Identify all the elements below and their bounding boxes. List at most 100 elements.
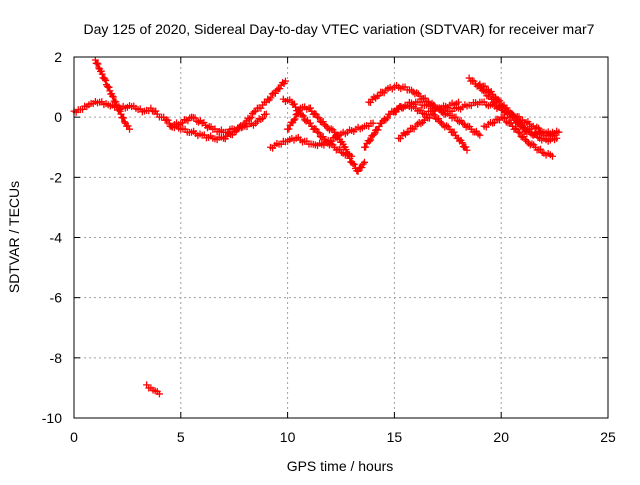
- x-tick-label: 0: [70, 429, 78, 445]
- data-point-marker: [267, 94, 275, 102]
- data-point-marker: [124, 122, 132, 130]
- data-point-marker: [503, 104, 511, 112]
- data-point-marker: [120, 114, 128, 122]
- x-tick-label: 25: [600, 429, 616, 445]
- data-point: [548, 152, 556, 160]
- data-point-marker: [359, 160, 367, 168]
- data-point-marker: [294, 110, 302, 118]
- y-tick-label: -10: [42, 410, 62, 426]
- data-point-marker: [374, 126, 382, 134]
- data-point: [454, 98, 462, 106]
- data-point-marker: [271, 89, 279, 97]
- y-axis-label: SDTVAR / TECUs: [6, 181, 22, 293]
- data-point-marker: [358, 164, 366, 172]
- y-tick-label: 0: [54, 109, 62, 125]
- data-point-marker: [345, 151, 353, 159]
- data-point: [476, 131, 484, 139]
- data-point: [369, 119, 377, 127]
- y-tick-label: -2: [50, 169, 63, 185]
- data-point-marker: [517, 121, 525, 129]
- x-tick-label: 5: [177, 429, 185, 445]
- data-point-marker: [321, 121, 329, 129]
- data-point-marker: [109, 93, 117, 101]
- data-point-marker: [292, 103, 300, 111]
- data-point-marker: [164, 116, 172, 124]
- x-tick-label: 10: [280, 429, 296, 445]
- data-point-marker: [247, 114, 255, 122]
- series-arc-2: [91, 56, 134, 133]
- plot-frame: [73, 56, 609, 419]
- data-point-marker: [349, 160, 357, 168]
- y-tick-label: -8: [50, 350, 63, 366]
- data-point: [555, 128, 563, 136]
- data-point-marker: [516, 129, 524, 137]
- data-point: [117, 110, 125, 118]
- y-tick-label: -6: [50, 290, 63, 306]
- data-point: [262, 110, 270, 118]
- data-point-marker: [306, 104, 314, 112]
- data-point-marker: [152, 107, 160, 115]
- data-point-marker: [315, 114, 323, 122]
- data-point-marker: [306, 119, 314, 127]
- data-point-marker: [342, 146, 350, 154]
- data-point-marker: [311, 110, 319, 118]
- data-point-marker: [496, 97, 504, 105]
- data-point-marker: [259, 114, 267, 122]
- series-arc-5: [166, 110, 270, 136]
- data-point-marker: [98, 70, 106, 78]
- series-arc-11: [395, 110, 471, 154]
- x-tick-label: 20: [493, 429, 509, 445]
- data-point-marker: [285, 125, 293, 133]
- data-point-marker: [346, 154, 354, 162]
- data-point-marker: [362, 143, 370, 151]
- data-markers: [70, 56, 563, 398]
- data-point: [290, 116, 298, 124]
- y-tick-label: -4: [50, 230, 63, 246]
- data-point: [369, 131, 377, 139]
- data-point-marker: [430, 111, 438, 119]
- x-tick-label: 15: [387, 429, 403, 445]
- data-point-marker: [350, 160, 358, 168]
- data-point-marker: [507, 110, 515, 118]
- data-point-marker: [458, 139, 466, 147]
- data-point-marker: [367, 136, 375, 144]
- data-point-marker: [315, 129, 323, 137]
- data-point-marker: [365, 137, 373, 145]
- chart-title: Day 125 of 2020, Sidereal Day-to-day VTE…: [84, 21, 595, 37]
- data-point-marker: [311, 125, 319, 133]
- data-point: [354, 167, 362, 175]
- series-arc-8: [284, 103, 368, 175]
- data-point-marker: [102, 76, 110, 84]
- data-point-marker: [521, 136, 529, 144]
- data-point-marker: [511, 125, 519, 133]
- data-point-marker: [276, 85, 284, 93]
- data-point-marker: [112, 98, 120, 106]
- data-point: [126, 125, 134, 133]
- data-point-marker: [250, 108, 258, 116]
- data-point-marker: [507, 119, 515, 127]
- series-arc-3: [143, 381, 163, 398]
- data-point-marker: [97, 67, 105, 75]
- data-point-marker: [370, 130, 378, 138]
- axis-ticks: 0 5 10 15 20 25 -10 -8 -6 -4 -2 0 2: [42, 49, 616, 445]
- data-point-marker: [334, 132, 342, 140]
- data-point: [360, 158, 368, 166]
- data-point-marker: [93, 59, 101, 67]
- data-point-marker: [105, 83, 113, 91]
- data-point-marker: [299, 112, 307, 120]
- data-point-marker: [494, 96, 502, 104]
- series-arc-14: [476, 80, 561, 145]
- data-point-marker: [470, 77, 478, 85]
- x-axis-label: GPS time / hours: [287, 458, 394, 474]
- data-point-marker: [264, 95, 272, 103]
- data-point-marker: [94, 60, 102, 68]
- data-point: [155, 390, 163, 398]
- data-point: [463, 146, 471, 154]
- data-point-marker: [291, 115, 299, 123]
- data-point-marker: [501, 114, 509, 122]
- data-point-marker: [436, 118, 444, 126]
- data-point-marker: [120, 118, 128, 126]
- data-point: [281, 77, 289, 85]
